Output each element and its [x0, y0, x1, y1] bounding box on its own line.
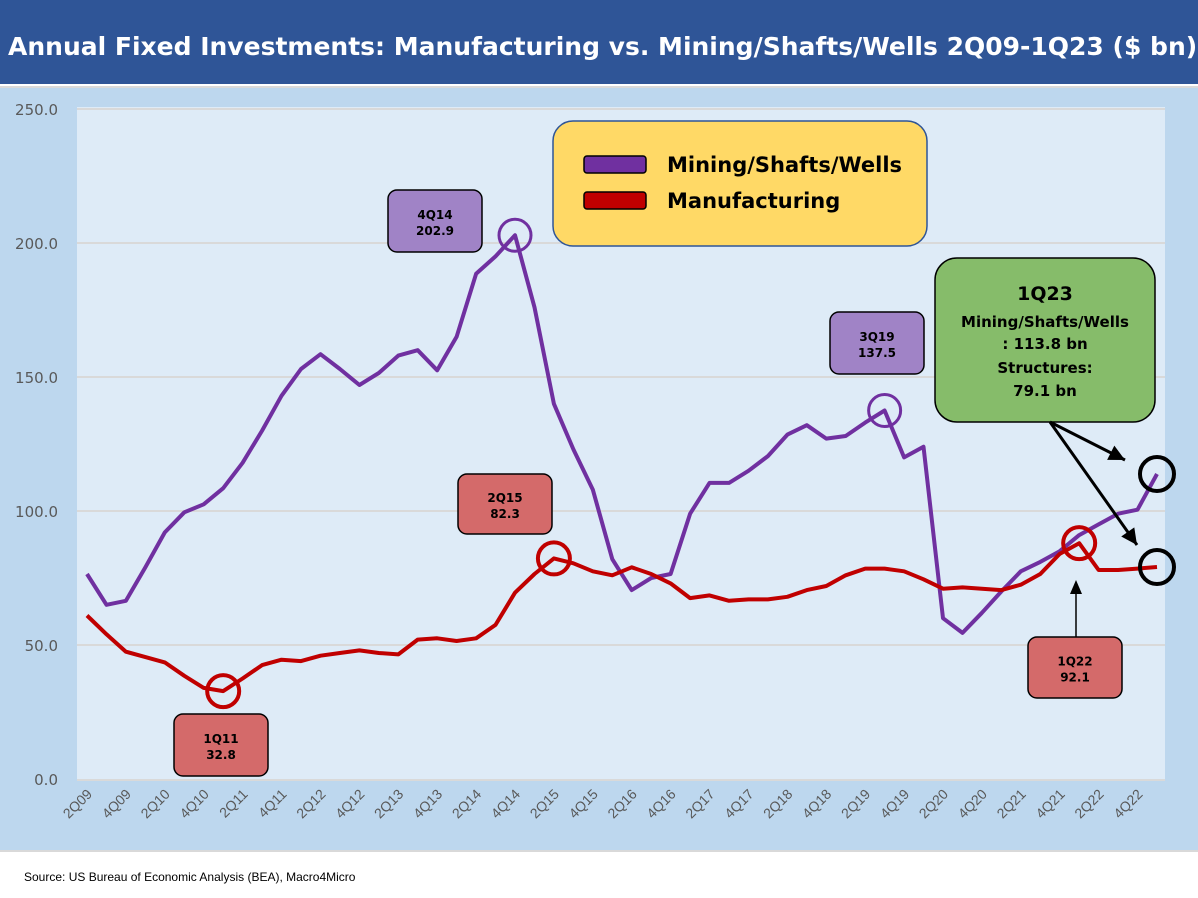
x-tick-label: 2Q12 — [293, 786, 329, 822]
annotation-text: 202.9 — [416, 224, 454, 238]
annotation-2q15: 2Q15 82.3 — [457, 473, 572, 577]
annotation-text: 3Q19 — [859, 330, 894, 344]
highlight-circle — [497, 217, 533, 253]
x-tick-label: 4Q15 — [565, 786, 601, 822]
annotation-box — [173, 713, 269, 777]
y-tick-label: 200.0 — [15, 235, 58, 253]
y-tick-label: 150.0 — [15, 369, 58, 387]
x-tick-label: 2Q22 — [1071, 786, 1107, 822]
summary-text: 79.1 bn — [1013, 382, 1077, 400]
x-tick-label: 4Q19 — [877, 786, 913, 822]
source-note: Source: US Bureau of Economic Analysis (… — [24, 870, 356, 884]
x-tick-label: 2Q18 — [760, 786, 796, 822]
legend-label: Manufacturing — [667, 189, 840, 213]
y-tick-label: 250.0 — [15, 101, 58, 119]
highlight-circle — [535, 540, 572, 577]
annotation-1q22: 1Q22 92.1 — [1027, 525, 1123, 699]
x-tick-label: 2Q17 — [682, 786, 718, 822]
x-tick-label: 2Q09 — [60, 786, 96, 822]
summary-text: Mining/Shafts/Wells — [961, 313, 1129, 331]
endpoint-circle — [1138, 548, 1176, 587]
y-tick-label: 100.0 — [15, 503, 58, 521]
x-tick-label: 2Q19 — [838, 786, 874, 822]
annotation-box — [387, 189, 483, 253]
annotation-box — [829, 311, 925, 375]
x-tick-label: 2Q21 — [993, 786, 1029, 822]
legend-swatch — [583, 155, 647, 174]
legend-swatch — [583, 191, 647, 210]
annotation-text: 82.3 — [490, 507, 520, 521]
legend-label: Mining/Shafts/Wells — [667, 153, 902, 177]
annotation-text: 2Q15 — [487, 491, 522, 505]
legend: Mining/Shafts/Wells Manufacturing — [552, 120, 928, 247]
x-tick-label: 2Q13 — [371, 786, 407, 822]
annotation-3q19: 3Q19 137.5 — [829, 311, 925, 428]
chart-title: Annual Fixed Investments: Manufacturing … — [0, 0, 1198, 84]
annotation-text: 137.5 — [858, 346, 896, 360]
summary-text: : 113.8 bn — [1002, 335, 1087, 353]
y-tick-label: 0.0 — [34, 771, 58, 789]
arrow-line — [1048, 421, 1139, 546]
x-tick-label: 4Q21 — [1032, 786, 1068, 822]
x-tick-label: 4Q13 — [410, 786, 446, 822]
legend-box — [552, 120, 928, 247]
y-tick-label: 50.0 — [25, 637, 58, 655]
x-tick-label: 4Q18 — [799, 786, 835, 822]
summary-text: 1Q23 — [1017, 283, 1073, 305]
highlight-circle — [205, 673, 242, 710]
annotation-box — [457, 473, 553, 535]
x-tick-label: 4Q17 — [721, 786, 757, 822]
x-tick-label: 4Q11 — [255, 786, 290, 821]
series-line-manufacturing — [85, 541, 1158, 694]
annotation-text: 1Q11 — [203, 732, 238, 746]
x-tick-label: 4Q16 — [643, 786, 679, 822]
x-tick-label: 2Q15 — [526, 786, 562, 822]
x-tick-label: 4Q09 — [98, 786, 134, 822]
summary-box — [934, 257, 1156, 423]
x-tick-label: 4Q14 — [488, 786, 524, 822]
x-tick-label: 2Q20 — [916, 786, 952, 822]
annotation-4q14: 4Q14 202.9 — [387, 189, 533, 253]
x-tick-label: 2Q14 — [449, 786, 485, 822]
annotation-text: 32.8 — [206, 748, 236, 762]
x-tick-label: 2Q11 — [216, 786, 251, 821]
x-tick-label: 4Q20 — [954, 786, 990, 822]
summary-callout: 1Q23 Mining/Shafts/Wells : 113.8 bn Structu… — [934, 257, 1156, 546]
highlight-circle — [1061, 525, 1098, 562]
x-tick-label: 4Q10 — [176, 786, 212, 822]
arrow-head — [1121, 527, 1137, 545]
x-tick-label: 2Q10 — [137, 786, 173, 822]
annotation-1q11: 1Q11 32.8 — [173, 673, 269, 777]
x-tick-label: 4Q22 — [1110, 786, 1146, 822]
annotation-text: 4Q14 — [417, 208, 452, 222]
x-tick-label: 2Q16 — [604, 786, 640, 822]
annotation-box — [1027, 636, 1123, 699]
highlight-circle — [867, 393, 903, 428]
x-tick-label: 4Q12 — [332, 786, 368, 822]
summary-text: Structures: — [997, 359, 1092, 377]
arrow-head — [1107, 445, 1125, 460]
annotation-text: 1Q22 — [1057, 655, 1092, 669]
arrow-head — [1070, 580, 1082, 594]
endpoint-circle — [1138, 455, 1176, 494]
series-line-mining — [85, 233, 1159, 635]
annotation-text: 92.1 — [1060, 671, 1090, 685]
